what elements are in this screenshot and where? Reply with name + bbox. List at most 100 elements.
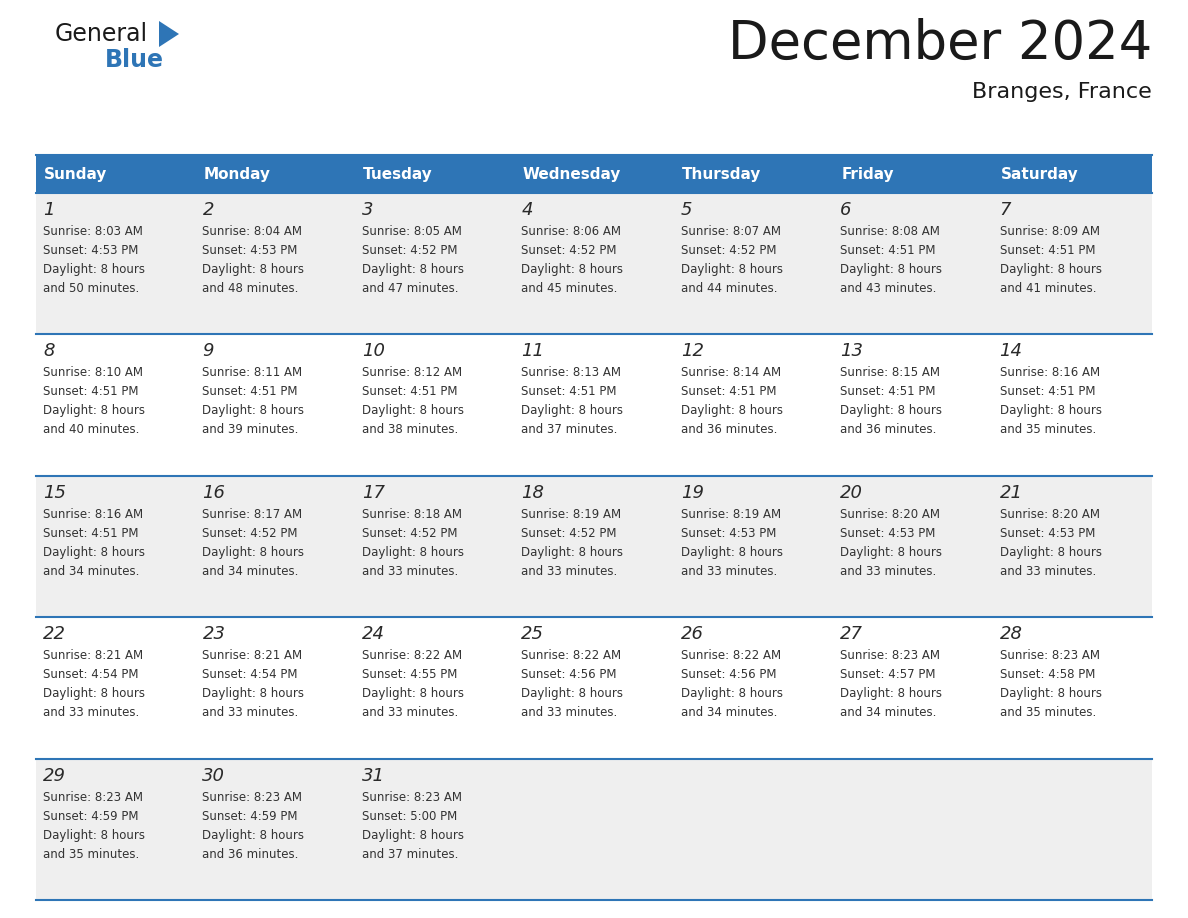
Text: Sunset: 4:52 PM: Sunset: 4:52 PM — [681, 244, 776, 257]
Text: Sunrise: 8:20 AM: Sunrise: 8:20 AM — [840, 508, 940, 521]
Text: Sunset: 4:52 PM: Sunset: 4:52 PM — [522, 244, 617, 257]
Text: 27: 27 — [840, 625, 864, 644]
Text: 13: 13 — [840, 342, 864, 361]
Text: 6: 6 — [840, 201, 852, 219]
Text: 28: 28 — [999, 625, 1023, 644]
Text: Sunrise: 8:08 AM: Sunrise: 8:08 AM — [840, 225, 940, 238]
Text: and 33 minutes.: and 33 minutes. — [522, 565, 618, 577]
Text: Daylight: 8 hours: Daylight: 8 hours — [43, 405, 145, 418]
Text: Sunrise: 8:14 AM: Sunrise: 8:14 AM — [681, 366, 781, 379]
Text: 30: 30 — [202, 767, 226, 785]
Text: Sunset: 4:51 PM: Sunset: 4:51 PM — [999, 244, 1095, 257]
Text: Daylight: 8 hours: Daylight: 8 hours — [522, 688, 624, 700]
Text: Sunrise: 8:23 AM: Sunrise: 8:23 AM — [43, 790, 143, 803]
Text: and 47 minutes.: and 47 minutes. — [362, 282, 459, 295]
Text: Daylight: 8 hours: Daylight: 8 hours — [681, 546, 783, 559]
Text: Friday: Friday — [841, 166, 893, 182]
Text: 15: 15 — [43, 484, 67, 502]
Text: Sunrise: 8:07 AM: Sunrise: 8:07 AM — [681, 225, 781, 238]
Text: 29: 29 — [43, 767, 67, 785]
Text: Daylight: 8 hours: Daylight: 8 hours — [362, 405, 463, 418]
Text: Monday: Monday — [203, 166, 271, 182]
Text: Sunset: 4:51 PM: Sunset: 4:51 PM — [43, 527, 139, 540]
Text: Sunrise: 8:22 AM: Sunrise: 8:22 AM — [362, 649, 462, 662]
Text: Daylight: 8 hours: Daylight: 8 hours — [43, 263, 145, 276]
Text: Sunrise: 8:21 AM: Sunrise: 8:21 AM — [43, 649, 143, 662]
Text: Sunset: 4:51 PM: Sunset: 4:51 PM — [840, 386, 936, 398]
Bar — [36, 334, 1152, 476]
Text: 3: 3 — [362, 201, 373, 219]
Text: 21: 21 — [999, 484, 1023, 502]
Text: Sunset: 4:51 PM: Sunset: 4:51 PM — [362, 386, 457, 398]
Text: Sunrise: 8:11 AM: Sunrise: 8:11 AM — [202, 366, 303, 379]
Text: 2: 2 — [202, 201, 214, 219]
Text: Branges, France: Branges, France — [972, 82, 1152, 102]
Text: and 37 minutes.: and 37 minutes. — [522, 423, 618, 436]
Text: 14: 14 — [999, 342, 1023, 361]
Text: December 2024: December 2024 — [728, 18, 1152, 70]
Text: and 36 minutes.: and 36 minutes. — [840, 423, 936, 436]
Bar — [36, 193, 1152, 334]
Text: 25: 25 — [522, 625, 544, 644]
Text: Sunrise: 8:19 AM: Sunrise: 8:19 AM — [522, 508, 621, 521]
Bar — [674, 155, 833, 193]
Text: Wednesday: Wednesday — [523, 166, 620, 182]
Text: Sunrise: 8:19 AM: Sunrise: 8:19 AM — [681, 508, 781, 521]
Text: Sunrise: 8:16 AM: Sunrise: 8:16 AM — [999, 366, 1100, 379]
Text: Daylight: 8 hours: Daylight: 8 hours — [999, 688, 1101, 700]
Text: Sunrise: 8:09 AM: Sunrise: 8:09 AM — [999, 225, 1100, 238]
Text: Sunset: 4:52 PM: Sunset: 4:52 PM — [362, 244, 457, 257]
Text: Tuesday: Tuesday — [362, 166, 432, 182]
Text: Sunset: 4:53 PM: Sunset: 4:53 PM — [202, 244, 298, 257]
Text: and 36 minutes.: and 36 minutes. — [681, 423, 777, 436]
Text: and 38 minutes.: and 38 minutes. — [362, 423, 459, 436]
Text: Daylight: 8 hours: Daylight: 8 hours — [43, 546, 145, 559]
Text: Sunrise: 8:23 AM: Sunrise: 8:23 AM — [840, 649, 940, 662]
Text: Daylight: 8 hours: Daylight: 8 hours — [362, 829, 463, 842]
Text: Sunrise: 8:05 AM: Sunrise: 8:05 AM — [362, 225, 462, 238]
Text: Daylight: 8 hours: Daylight: 8 hours — [681, 263, 783, 276]
Text: Sunset: 4:51 PM: Sunset: 4:51 PM — [840, 244, 936, 257]
Text: Sunset: 4:52 PM: Sunset: 4:52 PM — [522, 527, 617, 540]
Bar — [514, 155, 674, 193]
Text: 16: 16 — [202, 484, 226, 502]
Text: and 36 minutes.: and 36 minutes. — [202, 847, 299, 860]
Text: Sunrise: 8:06 AM: Sunrise: 8:06 AM — [522, 225, 621, 238]
Text: Daylight: 8 hours: Daylight: 8 hours — [840, 263, 942, 276]
Text: 22: 22 — [43, 625, 67, 644]
Text: Sunset: 4:57 PM: Sunset: 4:57 PM — [840, 668, 936, 681]
Text: and 33 minutes.: and 33 minutes. — [840, 565, 936, 577]
Text: and 48 minutes.: and 48 minutes. — [202, 282, 299, 295]
Bar — [992, 155, 1152, 193]
Text: and 33 minutes.: and 33 minutes. — [202, 706, 298, 719]
Text: Daylight: 8 hours: Daylight: 8 hours — [522, 546, 624, 559]
Text: Daylight: 8 hours: Daylight: 8 hours — [522, 405, 624, 418]
Text: Sunset: 5:00 PM: Sunset: 5:00 PM — [362, 810, 457, 823]
Text: and 33 minutes.: and 33 minutes. — [362, 706, 459, 719]
Text: and 34 minutes.: and 34 minutes. — [681, 706, 777, 719]
Text: Daylight: 8 hours: Daylight: 8 hours — [202, 263, 304, 276]
Text: General: General — [55, 22, 148, 46]
Text: and 34 minutes.: and 34 minutes. — [840, 706, 936, 719]
Text: Sunrise: 8:04 AM: Sunrise: 8:04 AM — [202, 225, 303, 238]
Text: Sunrise: 8:10 AM: Sunrise: 8:10 AM — [43, 366, 143, 379]
Text: Sunday: Sunday — [44, 166, 107, 182]
Text: 24: 24 — [362, 625, 385, 644]
Text: Sunrise: 8:22 AM: Sunrise: 8:22 AM — [522, 649, 621, 662]
Text: 19: 19 — [681, 484, 703, 502]
Text: Sunrise: 8:23 AM: Sunrise: 8:23 AM — [202, 790, 303, 803]
Text: Sunrise: 8:23 AM: Sunrise: 8:23 AM — [999, 649, 1100, 662]
Text: Sunset: 4:53 PM: Sunset: 4:53 PM — [999, 527, 1095, 540]
Text: and 50 minutes.: and 50 minutes. — [43, 282, 139, 295]
Text: Sunset: 4:51 PM: Sunset: 4:51 PM — [202, 386, 298, 398]
Text: Thursday: Thursday — [682, 166, 762, 182]
Text: Daylight: 8 hours: Daylight: 8 hours — [202, 546, 304, 559]
Text: Daylight: 8 hours: Daylight: 8 hours — [362, 263, 463, 276]
Text: Sunrise: 8:20 AM: Sunrise: 8:20 AM — [999, 508, 1100, 521]
Text: Saturday: Saturday — [1000, 166, 1079, 182]
Text: and 40 minutes.: and 40 minutes. — [43, 423, 139, 436]
Text: Sunrise: 8:21 AM: Sunrise: 8:21 AM — [202, 649, 303, 662]
Text: Daylight: 8 hours: Daylight: 8 hours — [43, 688, 145, 700]
Text: 11: 11 — [522, 342, 544, 361]
Text: Sunrise: 8:23 AM: Sunrise: 8:23 AM — [362, 790, 462, 803]
